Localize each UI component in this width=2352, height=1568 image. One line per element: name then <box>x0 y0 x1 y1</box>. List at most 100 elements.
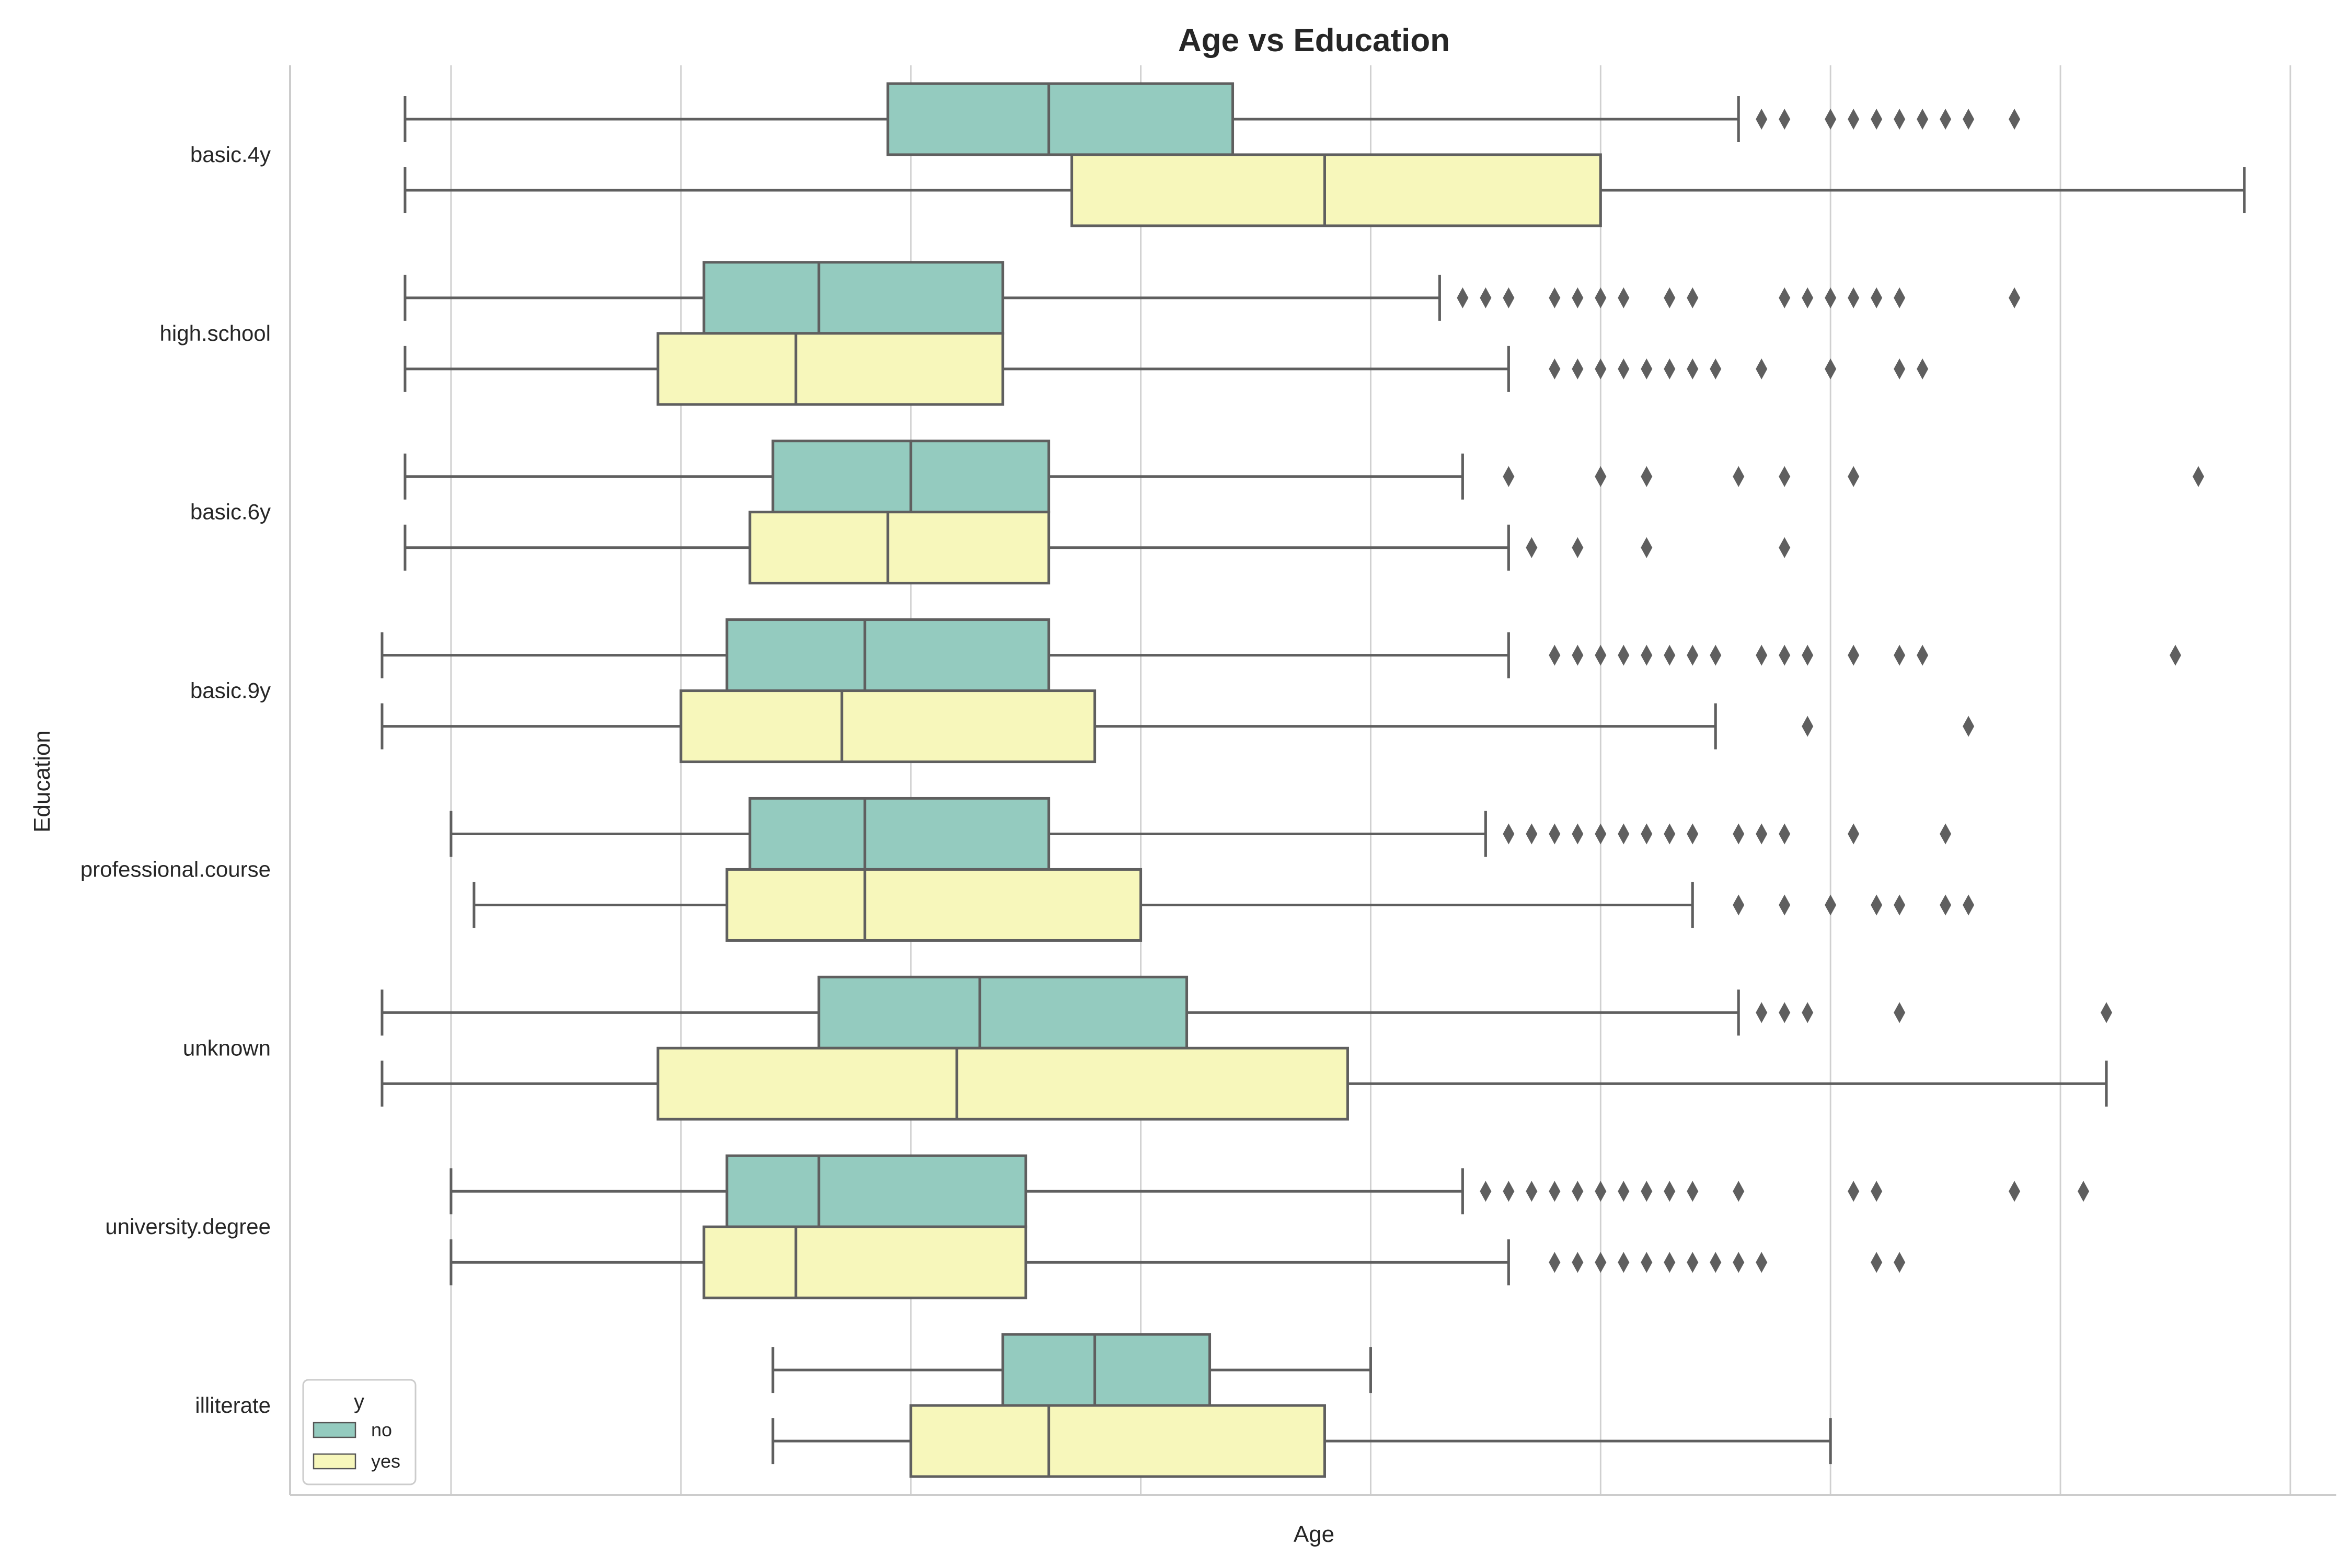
outlier-point <box>1641 1252 1653 1273</box>
y-tick-label: high.school <box>160 321 271 345</box>
outlier-point <box>1572 537 1584 558</box>
outlier-point <box>1664 644 1676 666</box>
outlier-point <box>1687 358 1699 379</box>
outlier-point <box>1894 1002 1906 1023</box>
box-iqr <box>679 689 1097 764</box>
outlier-point <box>1549 1252 1561 1273</box>
outlier-point <box>1940 823 1952 845</box>
box-iqr <box>748 511 1051 585</box>
outlier-point <box>1825 894 1837 916</box>
legend: y no yes <box>302 1379 417 1485</box>
outlier-point <box>1756 108 1768 130</box>
outlier-point <box>1963 716 1975 737</box>
y-tick-label: university.degree <box>105 1214 271 1239</box>
outlier-point <box>1848 466 1860 487</box>
legend-swatch-yes <box>313 1453 356 1470</box>
y-tick-label: unknown <box>183 1035 271 1060</box>
outlier-point <box>1687 823 1699 845</box>
outlier-point <box>1894 108 1906 130</box>
outlier-point <box>1664 1252 1676 1273</box>
outlier-point <box>1572 287 1584 308</box>
outlier-point <box>1664 358 1676 379</box>
outlier-point <box>1894 1252 1906 1273</box>
outlier-point <box>1595 358 1607 379</box>
outlier-point <box>2009 108 2021 130</box>
x-axis-label: Age <box>1294 1521 1334 1547</box>
box-group-no <box>449 797 1952 871</box>
outlier-point <box>1687 287 1699 308</box>
outlier-point <box>1664 823 1676 845</box>
outlier-point <box>1779 287 1791 308</box>
box-iqr <box>725 618 1051 693</box>
outlier-point <box>1549 823 1561 845</box>
box-group-yes <box>403 332 1929 406</box>
outlier-point <box>1480 1181 1492 1202</box>
outlier-point <box>1963 108 1975 130</box>
outlier-point <box>1618 287 1630 308</box>
outlier-point <box>1848 108 1860 130</box>
y-tick-labels: basic.4y high.school basic.6y basic.9y profe… <box>80 142 271 1417</box>
outlier-point <box>1733 1252 1745 1273</box>
outlier-point <box>1871 1252 1883 1273</box>
outlier-point <box>2078 1181 2090 1202</box>
outlier-point <box>1641 1181 1653 1202</box>
y-tick-label: basic.4y <box>190 142 271 167</box>
box-iqr <box>656 1046 1349 1121</box>
outlier-point <box>1848 287 1860 308</box>
outlier-point <box>1503 823 1515 845</box>
outlier-point <box>1802 1002 1814 1023</box>
outlier-point <box>1618 1252 1630 1273</box>
box-iqr <box>702 1225 1028 1299</box>
outlier-point <box>2193 466 2205 487</box>
outlier-point <box>1572 823 1584 845</box>
outlier-point <box>1480 287 1492 308</box>
box-group-yes <box>449 1225 1906 1299</box>
y-tick-label: basic.9y <box>190 678 271 703</box>
box-iqr <box>702 261 1005 335</box>
outlier-point <box>1779 823 1791 845</box>
box-group-no <box>403 440 2205 514</box>
outlier-point <box>2101 1002 2113 1023</box>
outlier-point <box>1802 716 1814 737</box>
outlier-point <box>1641 466 1653 487</box>
legend-label-yes: yes <box>371 1450 400 1472</box>
box-iqr <box>725 1154 1028 1228</box>
outlier-point <box>1871 287 1883 308</box>
box-iqr <box>656 332 1005 406</box>
outlier-point <box>2009 1181 2021 1202</box>
outlier-point <box>1756 358 1768 379</box>
legend-swatch-no <box>313 1422 356 1438</box>
outlier-point <box>1963 894 1975 916</box>
axes <box>289 65 2336 1496</box>
outlier-point <box>1756 823 1768 845</box>
outlier-point <box>1756 1252 1768 1273</box>
outlier-point <box>1779 644 1791 666</box>
y-tick-label: illiterate <box>195 1393 271 1417</box>
box-iqr <box>725 868 1143 942</box>
outlier-point <box>1503 287 1515 308</box>
chart-title: Age vs Education <box>1178 22 1450 59</box>
box-group-yes <box>381 1046 2108 1121</box>
outlier-point <box>1917 358 1929 379</box>
box-group-no <box>381 618 2182 693</box>
outlier-point <box>1894 287 1906 308</box>
outlier-point <box>1595 644 1607 666</box>
outlier-point <box>1641 358 1653 379</box>
outlier-point <box>1825 287 1837 308</box>
outlier-point <box>1549 644 1561 666</box>
outlier-point <box>1733 1181 1745 1202</box>
outlier-point <box>1549 358 1561 379</box>
outlier-point <box>1894 894 1906 916</box>
y-tick-label: basic.6y <box>190 500 271 524</box>
outlier-point <box>1526 1181 1538 1202</box>
outlier-point <box>1503 1181 1515 1202</box>
outlier-point <box>1687 1181 1699 1202</box>
box-group-yes <box>381 689 1975 764</box>
outlier-point <box>1733 823 1745 845</box>
box-group-no <box>403 82 2021 156</box>
box-group-no <box>381 975 2113 1050</box>
box-iqr <box>817 975 1189 1050</box>
outlier-point <box>1572 644 1584 666</box>
outlier-point <box>1618 823 1630 845</box>
outlier-point <box>1779 108 1791 130</box>
